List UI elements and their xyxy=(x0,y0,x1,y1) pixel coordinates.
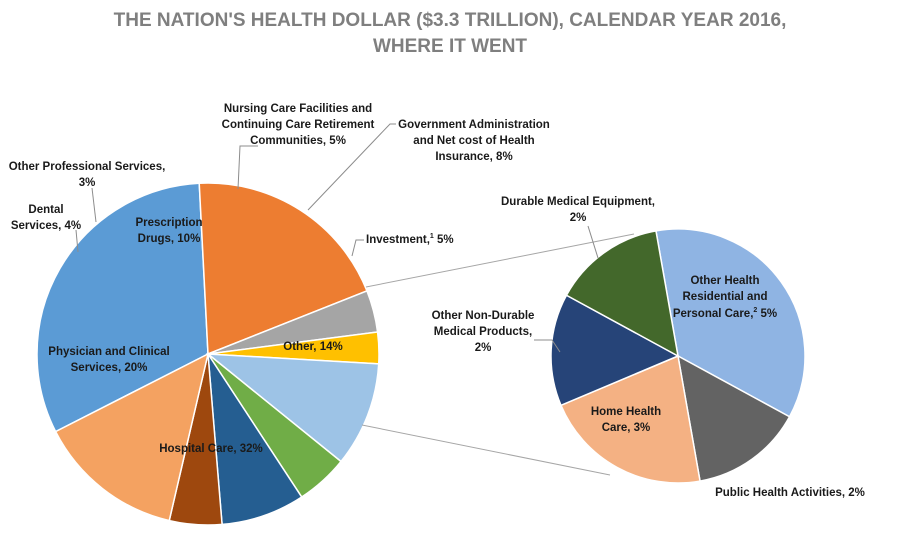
label-physician-line2: Services, 20% xyxy=(71,362,148,374)
label-gov-line2: and Net cost of Health xyxy=(413,135,534,147)
leader-lines xyxy=(75,123,599,353)
main-pie xyxy=(36,182,380,526)
label-dme-line1: Durable Medical Equipment, xyxy=(501,196,655,208)
label-physician-line1: Physician and Clinical xyxy=(48,346,169,358)
label-public: Public Health Activities, 2% xyxy=(715,487,865,499)
leader-dental xyxy=(75,229,79,253)
connector-top xyxy=(365,233,635,288)
leader-ondm xyxy=(534,339,561,353)
breakout-slice-public-health-activities xyxy=(676,354,791,482)
label-gov-line1: Government Administration xyxy=(398,119,550,131)
main-slice-hospital-care xyxy=(36,182,209,433)
chart-title: THE NATION'S HEALTH DOLLAR ($3.3 TRILLIO… xyxy=(0,8,900,60)
connector-lines xyxy=(361,233,635,476)
main-slice-physician-and-clinical-services xyxy=(198,182,368,356)
label-otherprof-line1: Other Professional Services, xyxy=(9,161,166,173)
label-home-line1: Home Health xyxy=(591,406,661,418)
label-dme-line2: 2% xyxy=(570,212,587,224)
chart-title-line2: WHERE IT WENT xyxy=(372,36,528,57)
label-investment: Investment,1 5% xyxy=(366,233,454,246)
label-nursing-line2: Continuing Care Retirement xyxy=(222,119,375,131)
label-investment-value: 5% xyxy=(434,234,454,246)
slice-labels: Hospital Care, 32% Physician and Clinica… xyxy=(9,103,865,499)
label-ohr-line2: Residential and xyxy=(683,291,768,303)
label-dental-line2: Services, 4% xyxy=(11,220,81,232)
breakout-slice-home-health-care xyxy=(559,354,701,484)
label-other: Other, 14% xyxy=(283,341,342,353)
label-ondm-line1: Other Non-Durable xyxy=(432,310,535,322)
label-hospital: Hospital Care, 32% xyxy=(159,443,263,455)
label-ohr-line1: Other Health xyxy=(690,275,759,287)
label-ondm-line3: 2% xyxy=(475,342,492,354)
label-ondm-line2: Medical Products, xyxy=(434,326,532,338)
label-investment-footnote: 1 xyxy=(430,233,434,240)
label-gov-line3: Insurance, 8% xyxy=(435,151,512,163)
breakout-slice-other-non-durable-medical-products xyxy=(550,294,680,407)
chart-title-line1: THE NATION'S HEALTH DOLLAR ($3.3 TRILLIO… xyxy=(113,10,787,31)
label-rx-line2: Drugs, 10% xyxy=(138,233,201,245)
leader-dme xyxy=(587,225,599,259)
main-slice-other xyxy=(54,352,210,522)
leader-nursing xyxy=(237,145,258,190)
connector-bottom xyxy=(361,424,611,476)
leader-otherprof xyxy=(91,187,97,223)
label-ohr-value: 5% xyxy=(757,308,777,320)
main-slice-prescription-drugs xyxy=(205,353,380,463)
label-nursing-line1: Nursing Care Facilities and xyxy=(224,103,372,115)
label-ohr-text: Personal Care, xyxy=(673,308,754,320)
label-ohr-line3: Personal Care,2 5% xyxy=(673,307,777,320)
breakout-pie xyxy=(550,228,806,484)
label-nursing-line3: Communities, 5% xyxy=(250,135,346,147)
label-dental-line1: Dental xyxy=(28,204,63,216)
leader-gov xyxy=(307,123,396,211)
label-investment-text: Investment, xyxy=(366,234,430,246)
leader-investment xyxy=(351,239,364,257)
label-otherprof-line2: 3% xyxy=(79,177,96,189)
label-rx-line1: Prescription xyxy=(135,217,202,229)
label-home-line2: Care, 3% xyxy=(602,422,651,434)
breakout-slice-other-health-residential-and-personal-care xyxy=(655,228,806,418)
breakout-slice-durable-medical-equipment xyxy=(565,230,680,358)
label-ohr-footnote: 2 xyxy=(753,307,757,314)
